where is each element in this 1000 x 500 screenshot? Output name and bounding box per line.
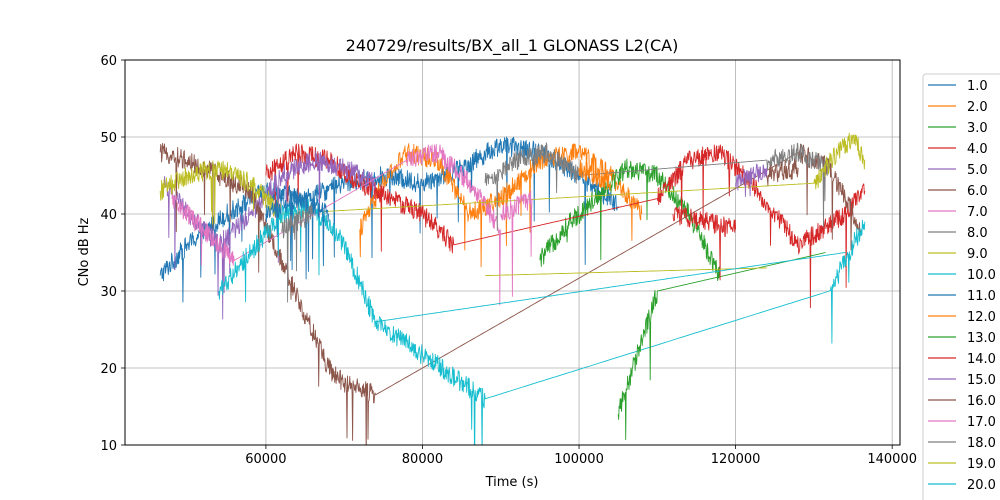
legend-entry: 7.0 xyxy=(967,205,988,220)
x-tick-label: 140000 xyxy=(867,452,917,467)
series-line-15.0 xyxy=(735,163,768,197)
x-axis-label: Time (s) xyxy=(485,475,539,490)
y-tick-label: 20 xyxy=(100,362,117,377)
legend-entry: 2.0 xyxy=(967,100,988,115)
legend-entry: 6.0 xyxy=(967,184,988,199)
series-line-10.0 xyxy=(218,198,866,445)
legend-entry: 13.0 xyxy=(967,331,996,346)
legend-entry: 11.0 xyxy=(967,289,996,304)
legend: 1.0 2.0 3.0 4.0 5.0 6.0 7.0 8.0 9.0 10.0 11.0 12.0 1… xyxy=(922,73,1000,500)
legend-entry: 20.0 xyxy=(967,478,996,493)
y-tick-label: 60 xyxy=(100,54,117,69)
series-line-11.0 xyxy=(265,189,329,280)
series-line-17.0 xyxy=(500,190,533,297)
legend-entry: 18.0 xyxy=(967,436,996,451)
y-tick-label: 30 xyxy=(100,285,117,300)
y-axis-label: CNo dB Hz xyxy=(77,217,92,286)
series-line-12.0 xyxy=(578,159,611,191)
legend-entry: 15.0 xyxy=(967,373,996,388)
legend-entry: 10.0 xyxy=(967,268,996,283)
y-tick-label: 50 xyxy=(100,131,117,146)
y-tick-label: 10 xyxy=(100,439,117,454)
x-tick-label: 80000 xyxy=(402,452,443,467)
legend-entry: 3.0 xyxy=(967,121,988,136)
series-line-14.0 xyxy=(672,206,737,281)
series-line-18.0 xyxy=(281,204,314,303)
series-line-16.0 xyxy=(766,158,799,186)
x-tick-label: 100000 xyxy=(554,452,604,467)
series-line-3.0 xyxy=(539,158,721,282)
series-line-2.0 xyxy=(359,143,643,268)
legend-entry: 17.0 xyxy=(967,415,996,430)
legend-entry: 16.0 xyxy=(967,394,996,409)
axis-ticks: 60000 80000 100000 120000 140000 10 20 30 40 50 60 xyxy=(100,54,917,467)
x-tick-label: 120000 xyxy=(711,452,761,467)
legend-entry: 8.0 xyxy=(967,226,988,241)
series-line-4.0 xyxy=(265,143,866,309)
series-line-8.0 xyxy=(484,142,830,231)
x-tick-label: 60000 xyxy=(245,452,286,467)
legend-entry: 12.0 xyxy=(967,310,996,325)
plot-frame xyxy=(124,59,901,446)
legend-entry: 19.0 xyxy=(967,457,996,472)
legend-entry: 9.0 xyxy=(967,247,988,262)
y-tick-label: 40 xyxy=(100,208,117,223)
legend-box xyxy=(922,73,1000,500)
legend-entry: 1.0 xyxy=(967,79,988,94)
legend-entry: 5.0 xyxy=(967,163,988,178)
legend-entry: 14.0 xyxy=(967,352,996,367)
chart-title: 240729/results/BX_all_1 GLONASS L2(CA) xyxy=(346,36,679,56)
legend-entry: 4.0 xyxy=(967,142,988,157)
series-line-20.0 xyxy=(375,252,846,323)
series-line-9.0 xyxy=(159,132,866,232)
series-line-19.0 xyxy=(485,267,767,277)
series-line-7.0 xyxy=(171,143,502,306)
series-lines xyxy=(159,132,866,445)
